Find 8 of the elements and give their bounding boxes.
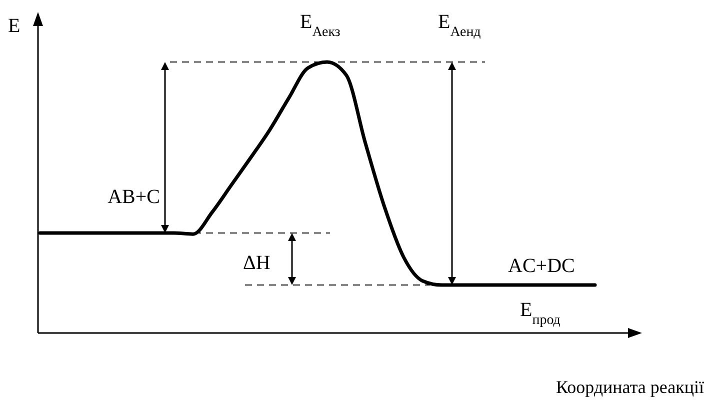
- x-axis-title: Координата реакції: [556, 377, 704, 397]
- annotation: AB+C: [108, 186, 160, 208]
- annotation: ΔH: [243, 252, 270, 274]
- y-axis-title: E: [8, 15, 20, 37]
- annotation: AC+DC: [508, 255, 575, 278]
- text: E$_{Аекз}$: [300, 11, 341, 40]
- text: E$_{Аенд}$: [438, 11, 481, 40]
- annotation: E$_{прод}$: [520, 299, 560, 328]
